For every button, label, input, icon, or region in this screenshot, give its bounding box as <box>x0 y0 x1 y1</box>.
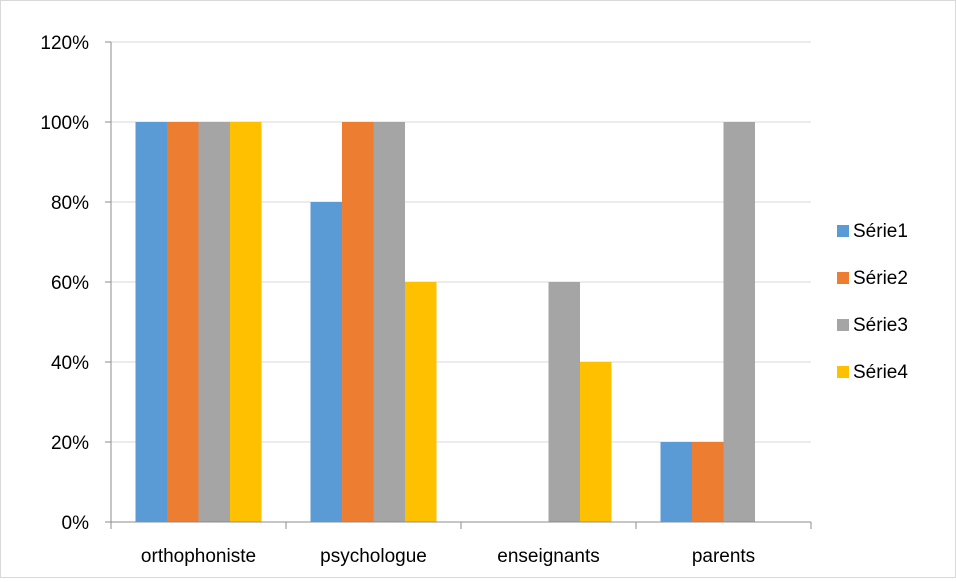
legend-label: Série3 <box>853 315 908 336</box>
y-tick-label: 60% <box>51 273 89 294</box>
bar <box>580 362 612 522</box>
bar <box>548 282 580 522</box>
y-tick-label: 120% <box>40 33 89 54</box>
legend-swatch <box>837 366 849 378</box>
y-tick-label: 20% <box>51 433 89 454</box>
x-tick-label: orthophoniste <box>141 546 256 567</box>
bar <box>342 122 374 522</box>
bar <box>230 122 262 522</box>
x-tick-label: enseignants <box>497 546 599 567</box>
x-tick-labels: orthophoniste psychologue enseignants paren… <box>141 546 755 567</box>
legend-label: Série2 <box>853 268 908 289</box>
y-tick-label: 100% <box>40 113 89 134</box>
bar <box>310 202 342 522</box>
bar <box>167 122 199 522</box>
legend: Série1 Série2 Série3 Série4 <box>837 221 908 383</box>
bar <box>405 282 437 522</box>
y-tick-label: 80% <box>51 193 89 214</box>
bar <box>660 442 692 522</box>
legend-swatch <box>837 319 849 331</box>
bars <box>135 122 755 522</box>
legend-label: Série1 <box>853 221 908 242</box>
bar <box>135 122 167 522</box>
bar <box>373 122 405 522</box>
bar <box>723 122 755 522</box>
y-tick-label: 0% <box>62 513 90 534</box>
y-tick-labels: 0% 20% 40% 60% 80% 100% 120% <box>40 33 89 534</box>
axes <box>105 41 812 529</box>
x-tick-label: psychologue <box>320 546 427 567</box>
x-tick-label: parents <box>692 546 755 567</box>
bar <box>198 122 230 522</box>
y-tick-label: 40% <box>51 353 89 374</box>
legend-swatch <box>837 225 849 237</box>
legend-swatch <box>837 272 849 284</box>
legend-label: Série4 <box>853 362 908 383</box>
bar <box>692 442 724 522</box>
